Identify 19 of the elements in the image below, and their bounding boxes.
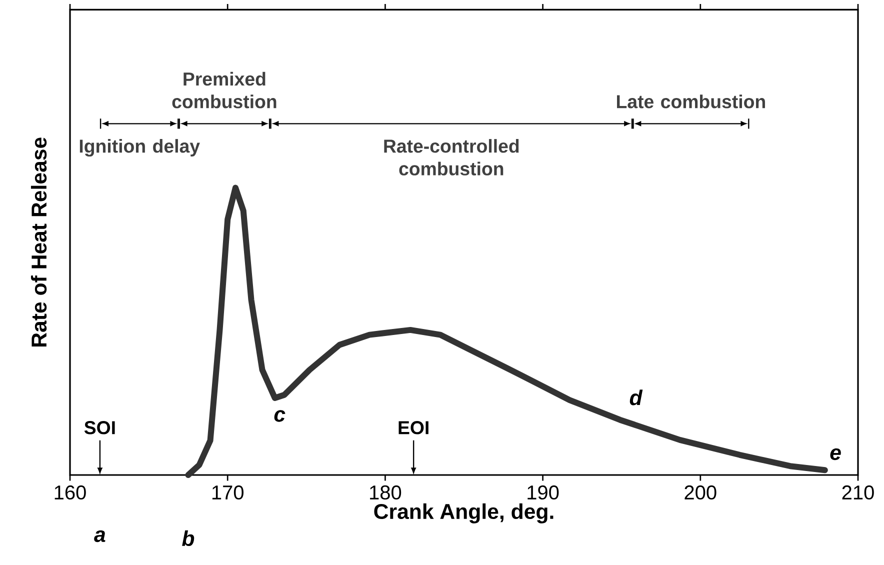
annotation: EOI bbox=[398, 421, 428, 434]
annotation: d bbox=[630, 390, 643, 406]
x-tick-label: 200 bbox=[684, 485, 716, 500]
x-axis-title: Crank Angle, deg. bbox=[374, 503, 554, 524]
text: a bbox=[94, 530, 106, 542]
x-tick-label: 210 bbox=[842, 485, 874, 500]
x-tick-label: 170 bbox=[212, 485, 244, 500]
annotation: e bbox=[830, 448, 841, 460]
text: Late combustion bbox=[617, 94, 765, 108]
annotation: b bbox=[182, 530, 194, 546]
y-axis-title: Rate of Heat Release bbox=[30, 138, 47, 346]
x-tick-label: 160 bbox=[54, 485, 86, 500]
x-tick-label: 180 bbox=[370, 485, 402, 500]
text: Premixed combustion bbox=[172, 72, 276, 108]
x-tick-label: 190 bbox=[528, 485, 559, 500]
annotation: SOI bbox=[84, 421, 115, 434]
text: Rate-controlled combustion bbox=[384, 139, 519, 176]
annotation: c bbox=[274, 410, 286, 422]
text: Ignition delay bbox=[80, 139, 200, 157]
